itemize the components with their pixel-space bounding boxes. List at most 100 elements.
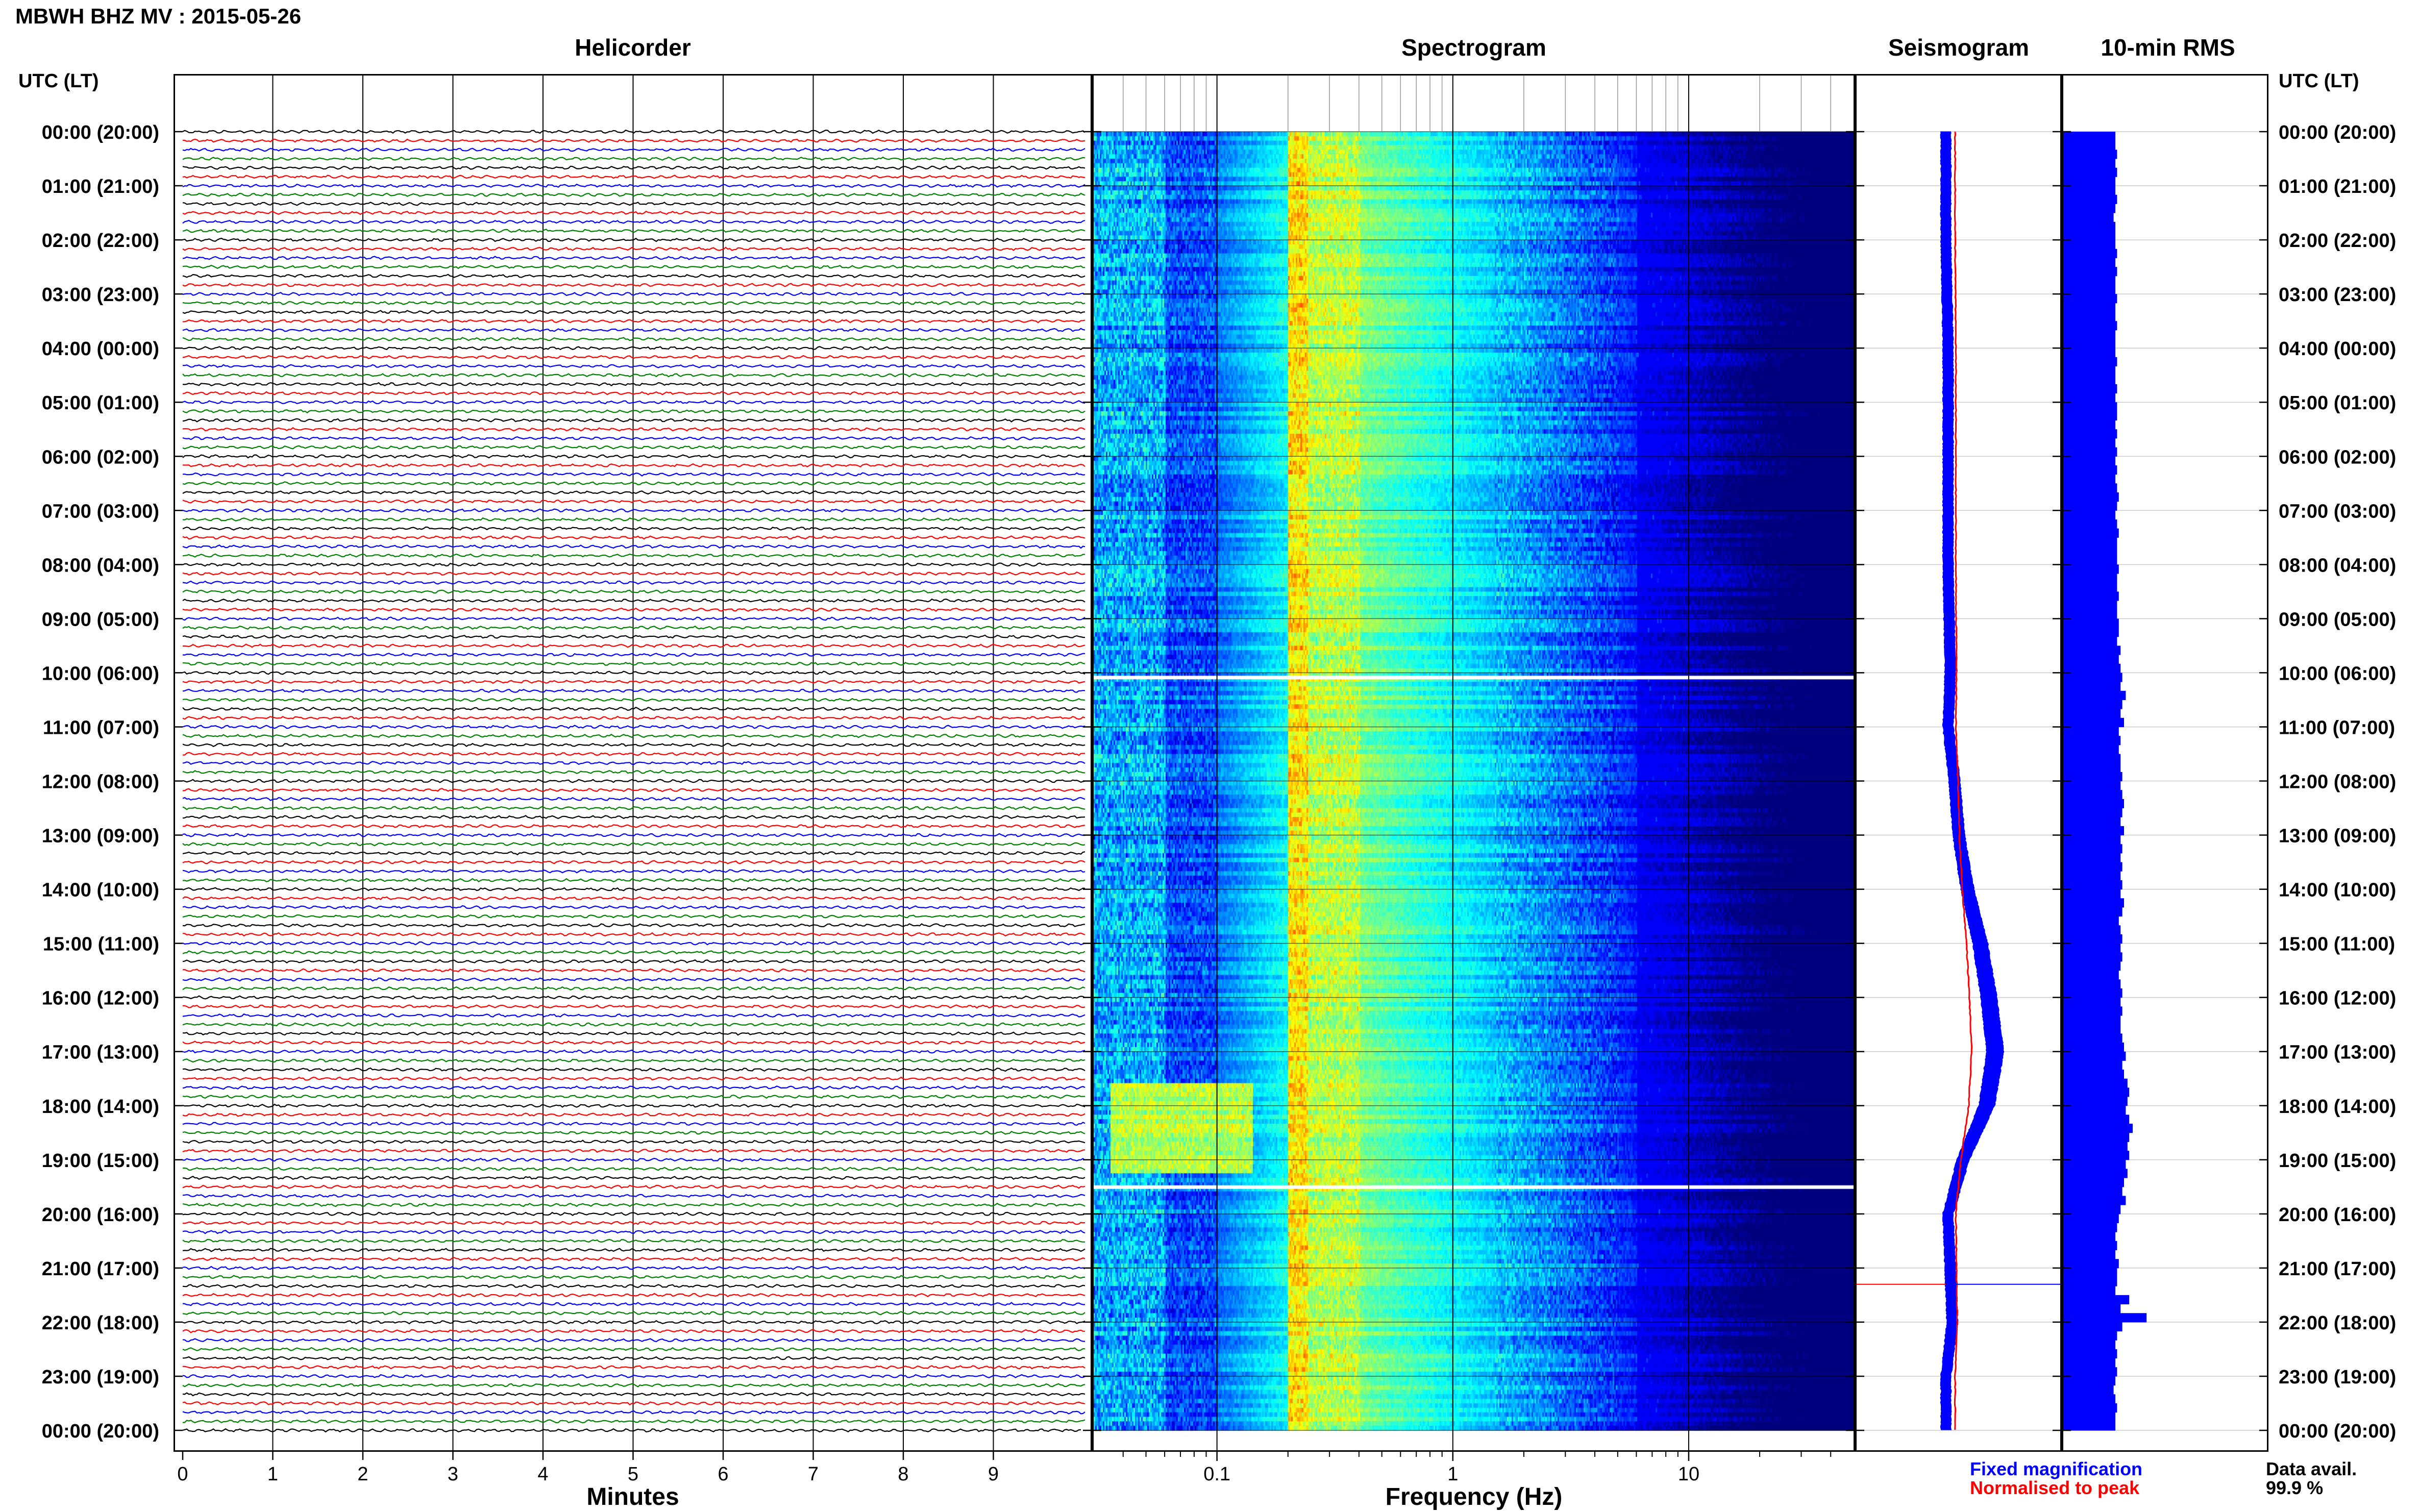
rms-bar — [2063, 1304, 2121, 1313]
spectrogram-title: Spectrogram — [1401, 34, 1546, 61]
rms-bar — [2063, 682, 2121, 691]
helicorder-trace — [182, 653, 1085, 657]
helicorder-trace — [182, 246, 1085, 252]
rms-bar — [2063, 339, 2115, 349]
rms-bar — [2063, 474, 2115, 484]
helicorder-trace — [182, 1121, 1085, 1126]
helicorder-trace — [182, 905, 1085, 910]
rms-bar — [2063, 1259, 2119, 1269]
time-label-right: 10:00 (06:00) — [2279, 663, 2396, 684]
time-label-left: 07:00 (03:00) — [42, 501, 159, 522]
time-label-right: 17:00 (13:00) — [2279, 1042, 2396, 1063]
helicorder-trace — [182, 1383, 1085, 1387]
helicorder-trace — [182, 742, 1085, 748]
helicorder-trace — [182, 1076, 1085, 1081]
rms-bar — [2063, 348, 2115, 358]
rms-bar — [2063, 1142, 2128, 1151]
helicorder-trace — [182, 229, 1085, 233]
rms-plot — [2063, 131, 2267, 1431]
helicorder-trace — [182, 1094, 1085, 1099]
helicorder-trace — [182, 715, 1085, 720]
helicorder-trace — [182, 1211, 1085, 1217]
rms-bar — [2063, 159, 2115, 168]
rms-bar — [2063, 1159, 2126, 1169]
rms-bar — [2063, 1268, 2117, 1278]
time-label-right: 21:00 (17:00) — [2279, 1258, 2396, 1280]
time-label-right: 11:00 (07:00) — [2279, 717, 2395, 738]
rms-bar — [2063, 1060, 2122, 1070]
time-label-left: 18:00 (14:00) — [42, 1096, 159, 1118]
rms-bar — [2063, 582, 2117, 592]
helicorder-trace — [182, 698, 1085, 702]
helicorder-trace — [182, 1176, 1085, 1180]
time-label-right: 13:00 (09:00) — [2279, 826, 2396, 847]
helicorder-x-tick-label: 5 — [628, 1464, 638, 1485]
rms-bar — [2063, 736, 2121, 746]
helicorder-trace — [182, 1013, 1085, 1018]
rms-bar — [2063, 826, 2124, 836]
helicorder-trace — [182, 1256, 1085, 1261]
rms-bar — [2063, 177, 2115, 186]
helicorder-trace — [182, 1202, 1085, 1207]
helicorder-trace — [183, 1157, 1085, 1162]
rms-bar — [2063, 537, 2117, 547]
helicorder-x-tick-label: 7 — [808, 1464, 819, 1485]
rms-bar — [2063, 429, 2117, 439]
rms-bar — [2063, 862, 2122, 872]
rms-bar — [2063, 979, 2121, 989]
time-label-right: 07:00 (03:00) — [2279, 501, 2396, 522]
rms-bar — [2063, 1051, 2126, 1061]
helicorder-trace — [182, 1347, 1085, 1352]
rms-bar — [2063, 447, 2117, 457]
rms-bar — [2063, 384, 2117, 394]
rms-bar — [2063, 312, 2115, 321]
helicorder-trace — [182, 1130, 1085, 1135]
rms-bar — [2063, 411, 2117, 421]
time-label-left: 01:00 (21:00) — [42, 176, 159, 197]
helicorder-trace — [182, 445, 1085, 450]
rms-bar — [2063, 276, 2115, 285]
spectrogram-heatmap — [1094, 76, 1854, 1450]
helicorder-trace — [182, 625, 1085, 630]
rms-bar — [2063, 1412, 2115, 1422]
rms-bar — [2063, 1340, 2115, 1350]
time-label-right: 20:00 (16:00) — [2279, 1204, 2396, 1226]
rms-bar — [2063, 961, 2121, 971]
helicorder-trace — [182, 1139, 1085, 1144]
helicorder-trace — [182, 436, 1085, 441]
time-label-left: 09:00 (05:00) — [42, 609, 159, 630]
rms-bar — [2063, 1205, 2121, 1214]
helicorder-x-tick-label: 6 — [718, 1464, 728, 1485]
legend-fixed-magnification: Fixed magnification — [1970, 1458, 2143, 1479]
rms-bar — [2063, 366, 2115, 376]
helicorder-trace — [182, 616, 1085, 621]
helicorder-trace — [182, 463, 1085, 468]
helicorder-trace — [182, 1049, 1085, 1054]
helicorder-trace — [182, 219, 1085, 225]
rms-bar — [2063, 925, 2121, 935]
rms-bar — [2063, 916, 2119, 926]
rms-bar — [2063, 438, 2115, 448]
rms-bar — [2063, 1087, 2130, 1097]
helicorder-trace — [182, 147, 1085, 152]
helicorder-trace — [182, 1148, 1085, 1153]
helicorder-trace — [182, 860, 1085, 864]
helicorder-trace — [182, 202, 1085, 206]
helicorder-trace — [182, 1311, 1085, 1316]
rms-bar — [2063, 357, 2117, 367]
rms-bar — [2063, 871, 2121, 881]
helicorder-trace — [182, 761, 1085, 765]
rms-bar — [2063, 1313, 2147, 1323]
rms-bar — [2063, 1078, 2128, 1088]
helicorder-trace — [182, 1284, 1085, 1288]
helicorder-trace — [182, 643, 1085, 648]
rms-bar — [2063, 618, 2119, 628]
time-label-right: 03:00 (23:00) — [2279, 284, 2396, 306]
time-label-left: 02:00 (22:00) — [42, 230, 159, 252]
rms-bar — [2063, 609, 2117, 619]
helicorder-trace — [182, 806, 1085, 810]
helicorder-trace — [182, 256, 1085, 260]
rms-bar — [2063, 194, 2117, 204]
rms-bar — [2063, 501, 2117, 511]
helicorder-trace — [182, 1167, 1085, 1171]
